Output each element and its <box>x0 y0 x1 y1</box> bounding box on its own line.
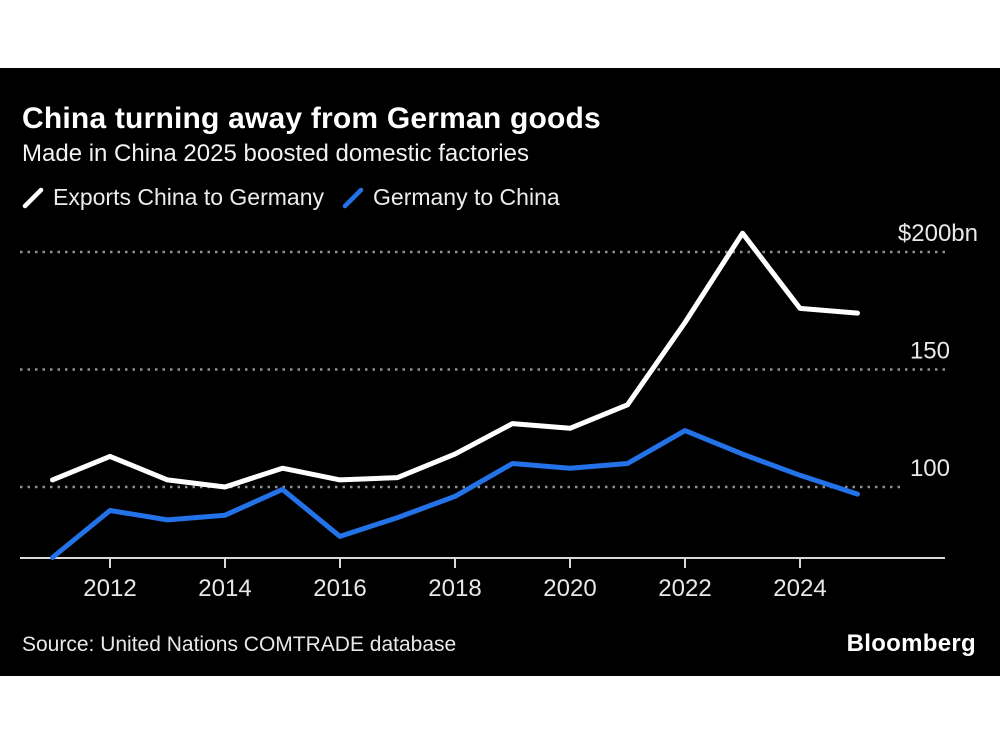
chart-plot: $200bn 150 100 2012 2014 2016 2018 2020 2022 2024 <box>20 220 978 602</box>
legend-label-germany: Germany to China <box>373 184 560 210</box>
series-line-germany-to-china <box>50 428 860 560</box>
white-series-line-icon <box>22 187 44 208</box>
chart-card: China turning away from German goods Mad… <box>0 68 1000 676</box>
legend-item-germany: Germany to China <box>342 184 560 211</box>
x-tick-label-2020: 2020 <box>543 575 596 602</box>
y-axis-label-100: 100 <box>910 455 950 482</box>
legend-label-exports: Exports China to Germany <box>53 184 325 210</box>
x-tick-label-2022: 2022 <box>658 575 711 602</box>
chart-subtitle: Made in China 2025 boosted domestic fact… <box>22 140 529 167</box>
legend-item-exports: Exports China to Germany <box>22 184 324 211</box>
x-tick-label-2012: 2012 <box>83 575 136 602</box>
x-tick-label-2016: 2016 <box>313 575 366 602</box>
bloomberg-logo: Bloomberg <box>846 630 976 657</box>
x-tick-label-2014: 2014 <box>198 575 251 602</box>
x-tick-label-2018: 2018 <box>428 575 481 602</box>
series-line-exports-china-to-germany <box>50 230 860 490</box>
chart-footer: Source: United Nations COMTRADE database… <box>22 630 976 658</box>
y-axis-label-200: $200bn <box>898 220 978 247</box>
x-tick-label-2024: 2024 <box>773 575 826 602</box>
source-note: Source: United Nations COMTRADE database <box>22 633 457 656</box>
blue-series-line-icon <box>342 187 364 208</box>
chart-title: China turning away from German goods <box>22 102 601 135</box>
chart-legend: Exports China to Germany Germany to Chin… <box>22 184 560 211</box>
y-axis-label-150: 150 <box>910 338 950 365</box>
